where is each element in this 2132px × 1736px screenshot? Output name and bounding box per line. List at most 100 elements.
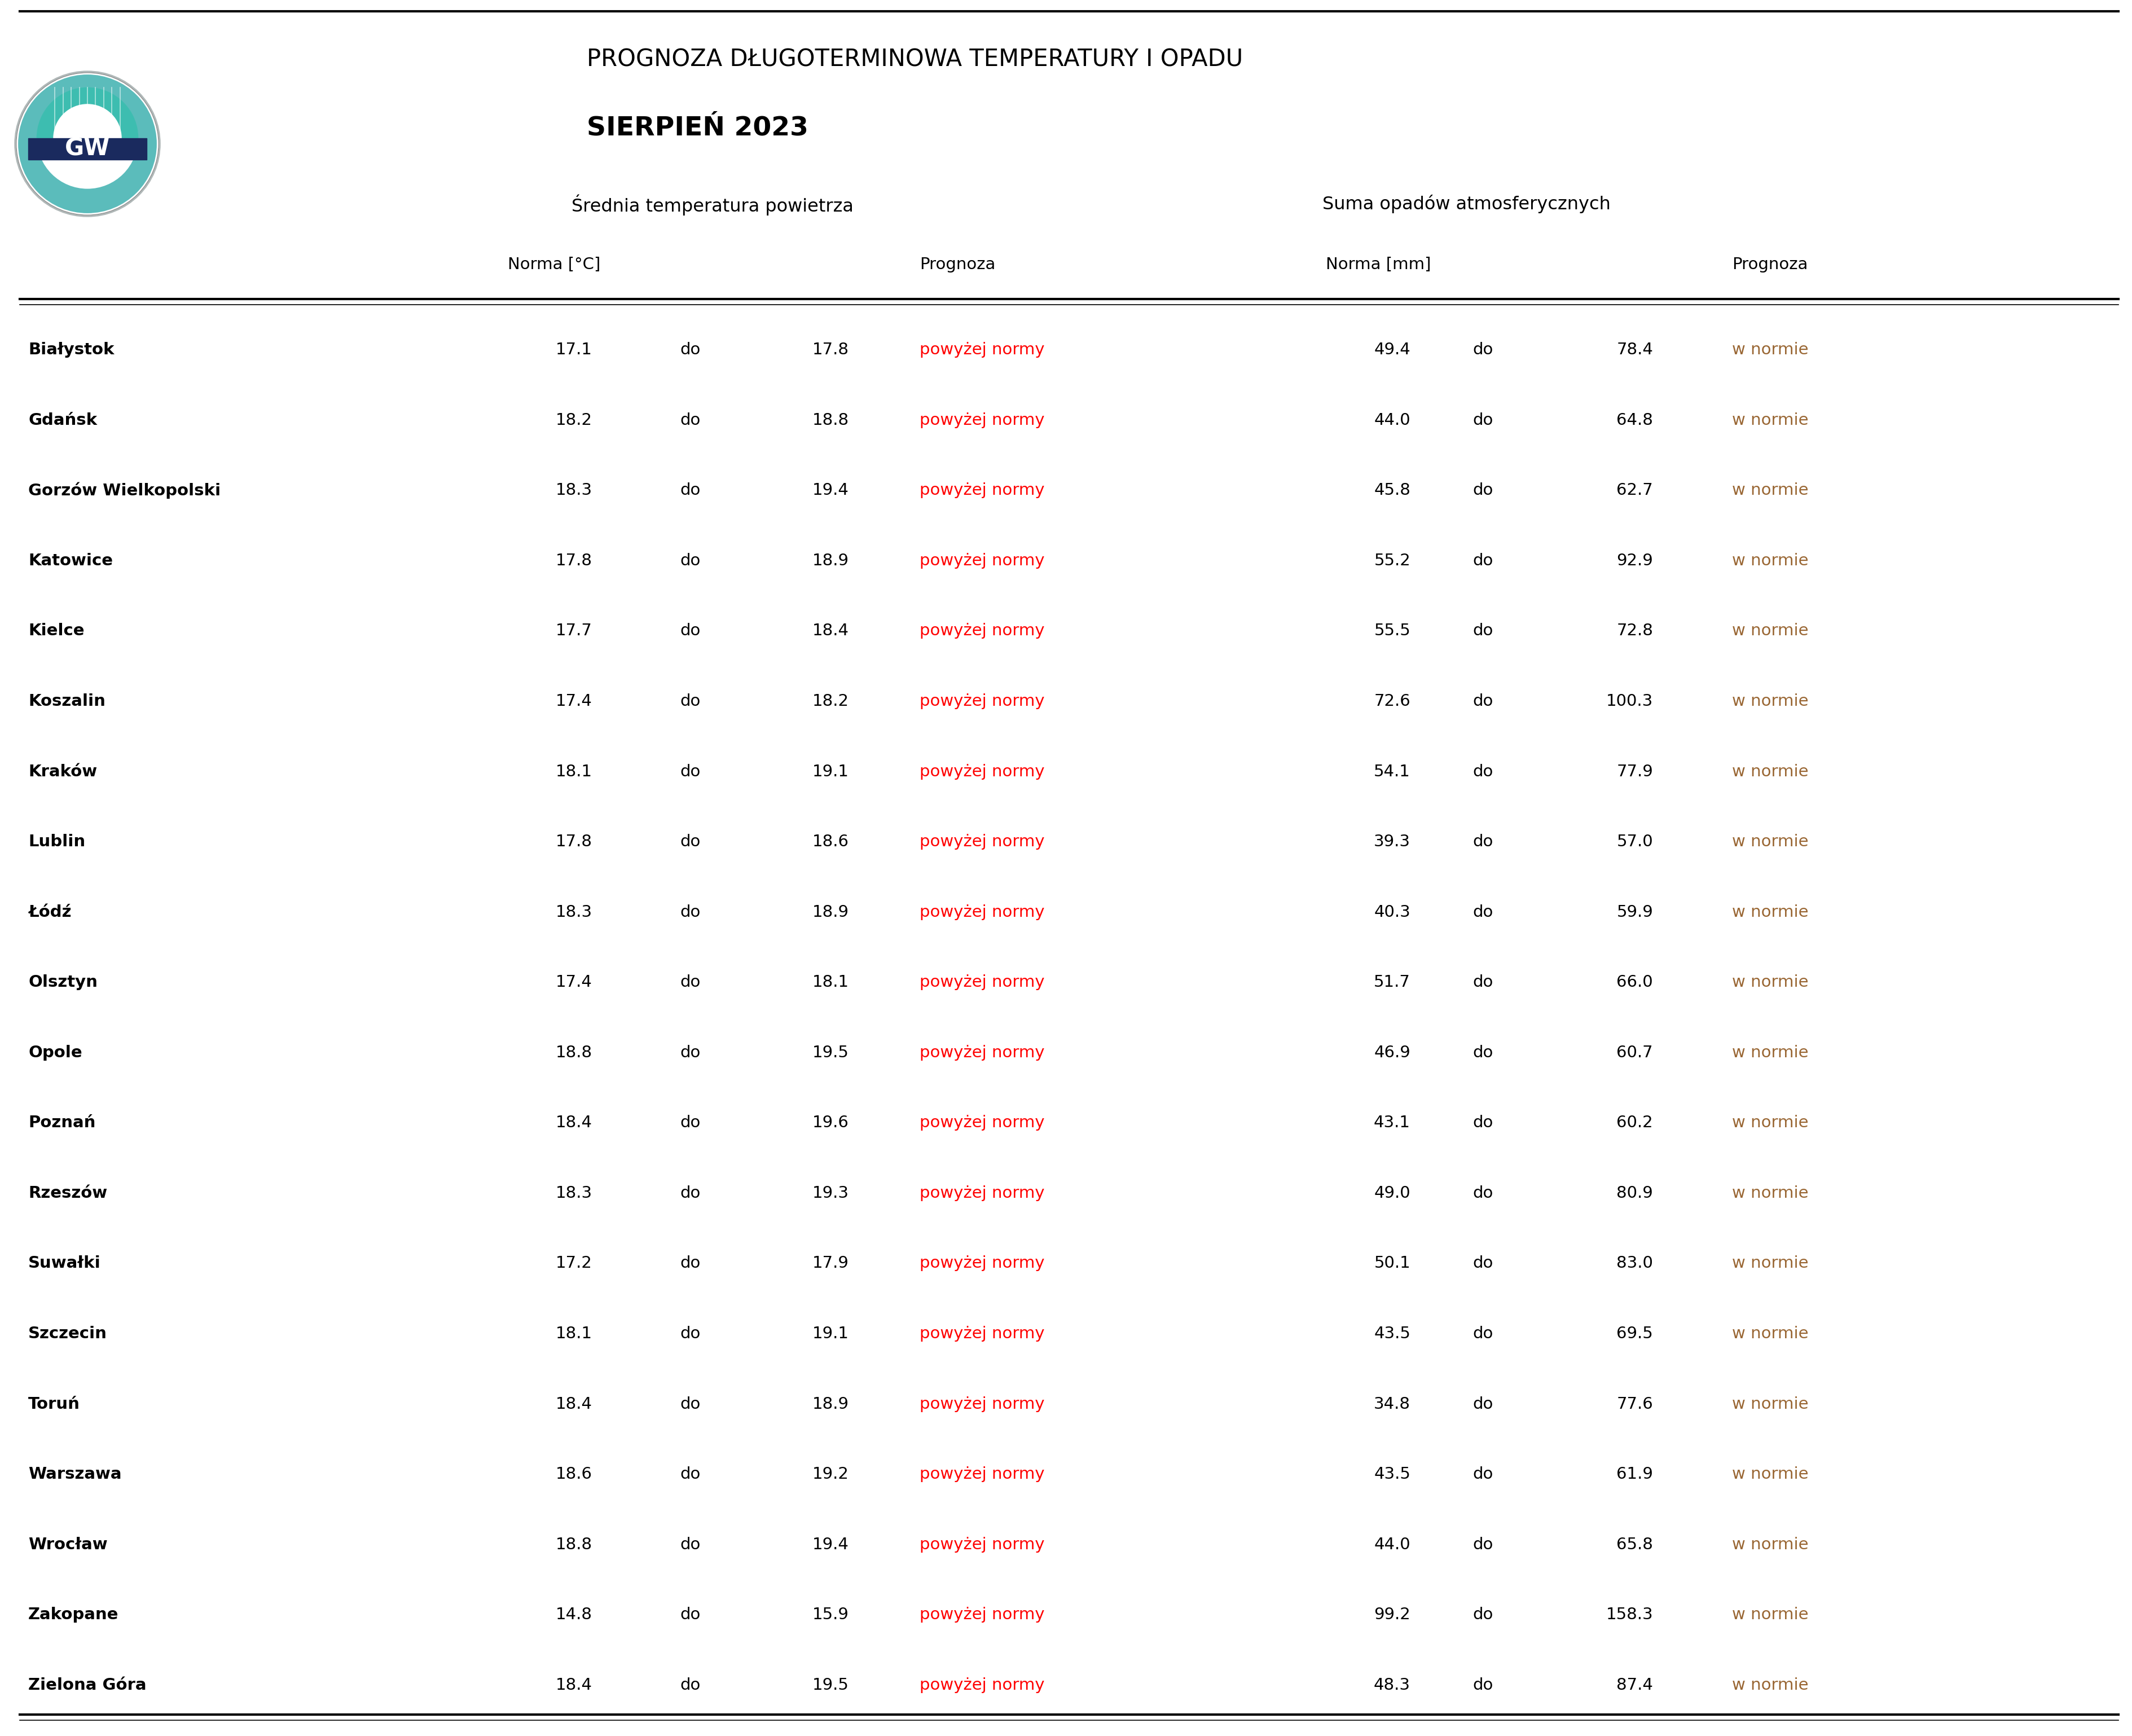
- Text: Lublin: Lublin: [28, 833, 85, 849]
- Text: do: do: [1471, 1115, 1492, 1130]
- Text: 19.1: 19.1: [812, 1326, 849, 1342]
- Text: Łódź: Łódź: [28, 904, 70, 920]
- Text: do: do: [680, 904, 699, 920]
- Text: Wrocław: Wrocław: [28, 1536, 107, 1552]
- Text: w normie: w normie: [1731, 483, 1808, 498]
- Text: Kraków: Kraków: [28, 764, 98, 779]
- Text: 19.2: 19.2: [812, 1467, 849, 1483]
- Text: 17.9: 17.9: [812, 1255, 849, 1271]
- Text: w normie: w normie: [1731, 1255, 1808, 1271]
- Text: do: do: [680, 552, 699, 569]
- Text: Gorzów Wielkopolski: Gorzów Wielkopolski: [28, 483, 220, 498]
- Text: 19.6: 19.6: [812, 1115, 849, 1130]
- Text: do: do: [1471, 342, 1492, 358]
- Text: powyżej normy: powyżej normy: [919, 552, 1045, 569]
- Text: w normie: w normie: [1731, 833, 1808, 849]
- Text: do: do: [1471, 904, 1492, 920]
- Text: 99.2: 99.2: [1373, 1608, 1409, 1623]
- Text: do: do: [1471, 1677, 1492, 1693]
- Text: do: do: [1471, 552, 1492, 569]
- Text: 44.0: 44.0: [1373, 1536, 1409, 1552]
- Text: 72.6: 72.6: [1373, 693, 1409, 710]
- Text: do: do: [680, 342, 699, 358]
- Text: 18.8: 18.8: [812, 413, 849, 429]
- Text: w normie: w normie: [1731, 1467, 1808, 1483]
- Text: Opole: Opole: [28, 1045, 83, 1061]
- Text: do: do: [680, 833, 699, 849]
- Text: Prognoza: Prognoza: [1731, 257, 1808, 273]
- Text: 19.4: 19.4: [812, 1536, 849, 1552]
- Text: powyżej normy: powyżej normy: [919, 623, 1045, 639]
- Text: 62.7: 62.7: [1616, 483, 1652, 498]
- Text: powyżej normy: powyżej normy: [919, 1255, 1045, 1271]
- Text: 78.4: 78.4: [1616, 342, 1652, 358]
- Text: do: do: [680, 623, 699, 639]
- Text: Szczecin: Szczecin: [28, 1326, 107, 1342]
- Text: w normie: w normie: [1731, 1536, 1808, 1552]
- Text: 18.6: 18.6: [812, 833, 849, 849]
- Text: 51.7: 51.7: [1373, 974, 1409, 990]
- Text: 39.3: 39.3: [1373, 833, 1409, 849]
- Text: 17.7: 17.7: [556, 623, 593, 639]
- Text: 49.0: 49.0: [1373, 1186, 1409, 1201]
- Text: powyżej normy: powyżej normy: [919, 833, 1045, 849]
- Text: do: do: [1471, 974, 1492, 990]
- Text: 55.5: 55.5: [1373, 623, 1409, 639]
- Text: do: do: [1471, 1396, 1492, 1411]
- Text: 17.8: 17.8: [556, 833, 593, 849]
- Text: Kielce: Kielce: [28, 623, 85, 639]
- Text: do: do: [1471, 623, 1492, 639]
- Text: 18.3: 18.3: [556, 904, 593, 920]
- Text: w normie: w normie: [1731, 1677, 1808, 1693]
- Text: 69.5: 69.5: [1616, 1326, 1652, 1342]
- Text: 54.1: 54.1: [1373, 764, 1409, 779]
- Text: do: do: [1471, 413, 1492, 429]
- Text: Koszalin: Koszalin: [28, 693, 104, 710]
- Text: 59.9: 59.9: [1616, 904, 1652, 920]
- Text: Norma [°C]: Norma [°C]: [507, 257, 601, 273]
- Text: 18.6: 18.6: [556, 1467, 593, 1483]
- Text: do: do: [680, 483, 699, 498]
- Text: do: do: [1471, 833, 1492, 849]
- Text: 18.4: 18.4: [556, 1115, 593, 1130]
- Text: w normie: w normie: [1731, 1608, 1808, 1623]
- Text: w normie: w normie: [1731, 904, 1808, 920]
- Text: do: do: [1471, 1045, 1492, 1061]
- Text: 43.5: 43.5: [1373, 1467, 1409, 1483]
- Text: 19.1: 19.1: [812, 764, 849, 779]
- Text: powyżej normy: powyżej normy: [919, 1467, 1045, 1483]
- Text: Prognoza: Prognoza: [919, 257, 996, 273]
- Text: powyżej normy: powyżej normy: [919, 974, 1045, 990]
- Text: do: do: [1471, 764, 1492, 779]
- Text: do: do: [680, 764, 699, 779]
- Text: 65.8: 65.8: [1616, 1536, 1652, 1552]
- Text: 17.8: 17.8: [812, 342, 849, 358]
- Text: 80.9: 80.9: [1616, 1186, 1652, 1201]
- Text: 18.8: 18.8: [556, 1536, 593, 1552]
- Text: 17.8: 17.8: [556, 552, 593, 569]
- Text: 49.4: 49.4: [1373, 342, 1409, 358]
- Text: 18.3: 18.3: [556, 1186, 593, 1201]
- Text: do: do: [680, 1255, 699, 1271]
- Text: 72.8: 72.8: [1616, 623, 1652, 639]
- Text: 77.6: 77.6: [1616, 1396, 1652, 1411]
- Text: Suma opadów atmosferycznych: Suma opadów atmosferycznych: [1322, 194, 1610, 214]
- Text: w normie: w normie: [1731, 1326, 1808, 1342]
- Text: 60.7: 60.7: [1616, 1045, 1652, 1061]
- Text: 18.4: 18.4: [556, 1677, 593, 1693]
- Text: Warszawa: Warszawa: [28, 1467, 122, 1483]
- Text: Średnia temperatura powietrza: Średnia temperatura powietrza: [571, 194, 853, 215]
- Text: 43.5: 43.5: [1373, 1326, 1409, 1342]
- Text: 55.2: 55.2: [1373, 552, 1409, 569]
- Text: 18.9: 18.9: [812, 552, 849, 569]
- Text: Zakopane: Zakopane: [28, 1608, 119, 1623]
- Text: 57.0: 57.0: [1616, 833, 1652, 849]
- Text: 19.4: 19.4: [812, 483, 849, 498]
- Text: 18.3: 18.3: [556, 483, 593, 498]
- Text: powyżej normy: powyżej normy: [919, 342, 1045, 358]
- Text: 18.1: 18.1: [812, 974, 849, 990]
- Text: do: do: [1471, 1608, 1492, 1623]
- Text: 61.9: 61.9: [1616, 1467, 1652, 1483]
- Text: powyżej normy: powyżej normy: [919, 1326, 1045, 1342]
- Text: 19.3: 19.3: [812, 1186, 849, 1201]
